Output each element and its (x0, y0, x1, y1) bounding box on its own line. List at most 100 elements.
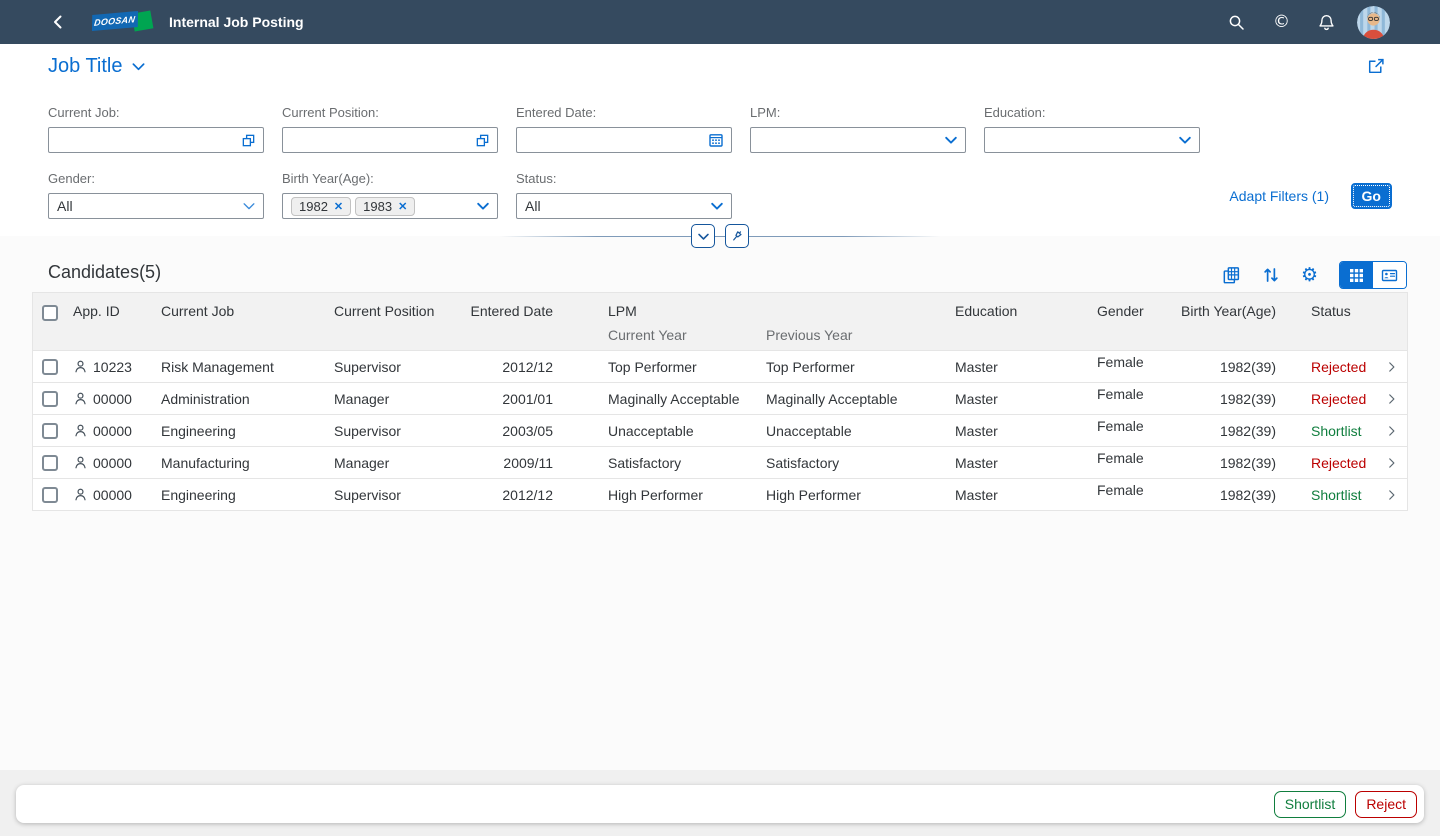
col-lpm-previous[interactable]: Previous Year (766, 293, 947, 350)
notifications-bell-icon[interactable] (1318, 14, 1335, 31)
variant-selector[interactable]: Job Title (48, 55, 146, 78)
logo-blue-shape: DOOSAN (91, 10, 139, 32)
col-entered-date[interactable]: Entered Date (470, 303, 554, 319)
row-checkbox[interactable] (42, 422, 58, 439)
filter-birth-year: Birth Year(Age): 1982 ✕ 1983 ✕ (282, 171, 498, 219)
content-area: Candidates(5) ⚙ App. ID Current Job Curr… (0, 236, 1440, 836)
token-1983[interactable]: 1983 ✕ (355, 196, 416, 216)
filterbar-divider (500, 236, 940, 237)
export-spreadsheet-icon[interactable] (1222, 266, 1241, 285)
shell-bar: DOOSAN Internal Job Posting © (0, 0, 1440, 44)
person-icon (73, 359, 88, 374)
cell-birth-year: 1982(39) (1219, 454, 1276, 471)
filter-label: LPM: (750, 105, 781, 120)
col-current-job[interactable]: Current Job (161, 303, 235, 319)
cell-current-position: Supervisor (334, 486, 401, 503)
cell-status: Rejected (1311, 390, 1367, 407)
cell-lpm-previous: High Performer (766, 486, 861, 503)
settings-gear-icon[interactable]: ⚙ (1300, 263, 1318, 286)
entered-date-input[interactable] (516, 127, 732, 153)
back-chevron-icon (54, 15, 62, 29)
cell-lpm-previous: Top Performer (766, 358, 855, 375)
shortlist-button[interactable]: Shortlist (1273, 790, 1347, 818)
grid-view-button[interactable] (1340, 262, 1373, 288)
col-education[interactable]: Education (955, 303, 1018, 319)
card-view-button[interactable] (1373, 262, 1406, 288)
cell-lpm-previous: Satisfactory (766, 454, 840, 471)
pin-header-button[interactable] (725, 224, 749, 248)
calendar-icon[interactable] (708, 132, 724, 148)
value-help-icon[interactable] (475, 133, 490, 148)
token-1982[interactable]: 1982 ✕ (291, 196, 352, 216)
status-select[interactable]: All (516, 193, 732, 219)
reject-button[interactable]: Reject (1355, 790, 1417, 818)
row-checkbox[interactable] (42, 486, 58, 503)
cell-gender: Female (1097, 417, 1144, 434)
search-icon[interactable] (1228, 14, 1245, 31)
chevron-down-icon (944, 133, 958, 147)
table-row[interactable]: 00000 Engineering Supervisor 2012/12 Hig… (32, 479, 1408, 511)
cell-current-job: Engineering (161, 422, 236, 439)
cell-current-position: Supervisor (334, 358, 401, 375)
adapt-filters-link[interactable]: Adapt Filters (1) (1229, 188, 1329, 204)
cell-status: Shortlist (1311, 422, 1362, 439)
col-lpm-current-year: Current Year (608, 327, 687, 343)
row-navigation-chevron[interactable] (1376, 489, 1407, 501)
cell-entered-date: 2009/11 (503, 454, 553, 471)
person-icon (73, 423, 88, 438)
select-all-checkbox[interactable] (42, 305, 58, 321)
birth-year-multicombo[interactable]: 1982 ✕ 1983 ✕ (282, 193, 498, 219)
cell-current-job: Risk Management (161, 358, 274, 375)
value-help-icon[interactable] (241, 133, 256, 148)
cell-gender: Female (1097, 385, 1144, 402)
current-job-input[interactable] (48, 127, 264, 153)
cell-entered-date: 2003/05 (502, 422, 553, 439)
cell-birth-year: 1982(39) (1219, 422, 1276, 439)
col-gender[interactable]: Gender (1097, 303, 1144, 319)
token-remove-icon[interactable]: ✕ (398, 200, 408, 213)
cell-status: Shortlist (1311, 486, 1362, 503)
row-checkbox[interactable] (42, 454, 58, 471)
table-row[interactable]: 00000 Manufacturing Manager 2009/11 Sati… (32, 447, 1408, 479)
cell-birth-year: 1982(39) (1219, 358, 1276, 375)
page-title: Job Title (48, 55, 123, 77)
filter-current-job: Current Job: (48, 105, 264, 153)
col-current-position[interactable]: Current Position (334, 303, 435, 319)
share-icon[interactable] (1366, 57, 1385, 76)
table-row[interactable]: 00000 Administration Manager 2001/01 Mag… (32, 383, 1408, 415)
cell-entered-date: 2012/12 (502, 358, 553, 375)
cell-birth-year: 1982(39) (1219, 390, 1276, 407)
row-checkbox[interactable] (42, 390, 58, 407)
token-remove-icon[interactable]: ✕ (333, 200, 344, 213)
chevron-down-icon (476, 199, 490, 213)
collapse-filterbar-button[interactable] (691, 224, 715, 248)
lpm-select[interactable] (750, 127, 966, 153)
row-navigation-chevron[interactable] (1376, 457, 1407, 469)
filter-label: Birth Year(Age): (282, 171, 374, 186)
cell-current-position: Manager (334, 390, 390, 407)
go-button[interactable]: Go (1350, 183, 1392, 209)
copilot-icon[interactable]: © (1273, 12, 1290, 32)
current-position-input[interactable] (282, 127, 498, 153)
cell-gender: Female (1097, 353, 1144, 370)
row-checkbox[interactable] (42, 358, 58, 375)
gender-select[interactable]: All (48, 193, 264, 219)
education-select[interactable] (984, 127, 1200, 153)
back-button[interactable] (50, 14, 66, 30)
user-avatar[interactable] (1357, 5, 1390, 39)
row-navigation-chevron[interactable] (1376, 393, 1407, 405)
table-row[interactable]: 10223 Risk Management Supervisor 2012/12… (32, 351, 1408, 383)
row-navigation-chevron[interactable] (1376, 361, 1407, 373)
id-card-icon (1381, 269, 1398, 281)
row-navigation-chevron[interactable] (1376, 425, 1407, 437)
col-lpm[interactable]: LPM Current Year (561, 293, 766, 350)
sort-icon[interactable] (1262, 266, 1280, 284)
table-row[interactable]: 00000 Engineering Supervisor 2003/05 Una… (32, 415, 1408, 447)
col-app-id[interactable]: App. ID (73, 303, 120, 319)
chevron-down-icon (710, 199, 724, 213)
pin-icon (733, 231, 742, 241)
col-status[interactable]: Status (1311, 303, 1351, 319)
cell-gender: Female (1097, 449, 1144, 466)
cell-entered-date: 2012/12 (502, 486, 553, 503)
col-birth-year[interactable]: Birth Year(Age) (1181, 303, 1276, 319)
